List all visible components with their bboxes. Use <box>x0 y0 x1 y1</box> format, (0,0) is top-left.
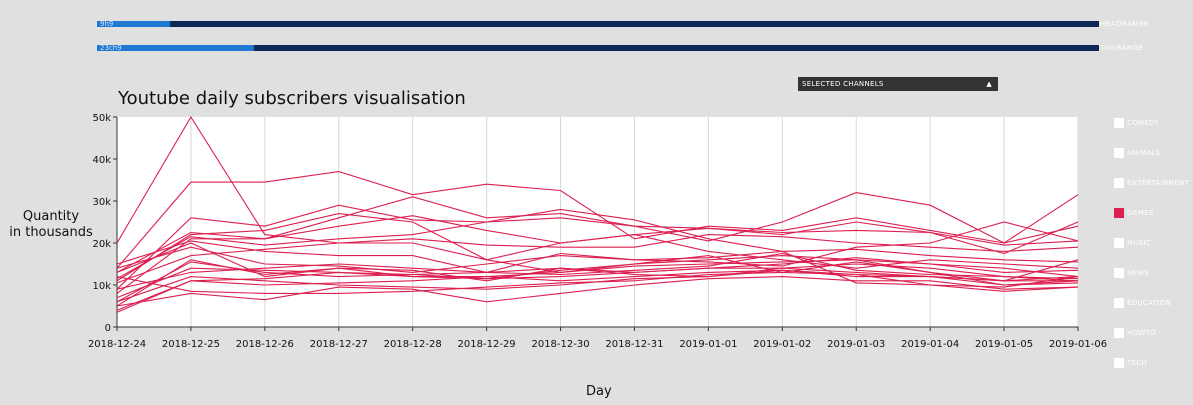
x-tick-label: 2019-01-06 <box>1049 339 1107 350</box>
y-tick-label: 40k <box>92 155 111 166</box>
legend-label: TECH <box>1127 359 1148 367</box>
selected-channels-dropdown[interactable]: SELECTED CHANNELS ▲ <box>798 77 998 91</box>
y-tick-label: 30k <box>92 197 111 208</box>
series-line-18 <box>116 221 1079 273</box>
x-tick-label: 2018-12-24 <box>88 339 146 350</box>
legend-label: ENTERTAINMENT <box>1127 179 1190 187</box>
legend-label: GAMES <box>1127 209 1154 217</box>
series-line-15 <box>116 234 1079 284</box>
selected-channels-label: SELECTED CHANNELS <box>802 80 884 88</box>
x-tick-label: 2018-12-29 <box>458 339 516 350</box>
x-tick-label: 2019-01-05 <box>975 339 1033 350</box>
legend-label: ANIMALS <box>1127 149 1161 157</box>
x-tick-label: 2019-01-02 <box>753 339 811 350</box>
y-tick-label: 20k <box>92 239 111 250</box>
series-line-9 <box>116 263 1079 311</box>
legend-checkbox[interactable] <box>1114 268 1124 278</box>
legend-item-music[interactable]: MUSIC <box>1114 237 1189 249</box>
tail-range-bar[interactable]: 23ch9 TAILRANGE <box>97 44 1143 52</box>
x-tick-label: 2019-01-04 <box>901 339 959 350</box>
legend-checkbox[interactable] <box>1114 238 1124 248</box>
series-line-4 <box>116 204 1079 292</box>
series-line-6 <box>116 242 1079 286</box>
legend-item-howto[interactable]: HOWTO <box>1114 327 1189 339</box>
legend-checkbox[interactable] <box>1114 298 1124 308</box>
x-tick-label: 2019-01-01 <box>679 339 737 350</box>
legend-label: EDUCATION <box>1127 299 1171 307</box>
series-line-17 <box>116 215 1079 273</box>
series-line-20 <box>116 252 1079 290</box>
series-line-5 <box>116 192 1079 294</box>
y-axis-label: Quantity in thousands <box>8 209 94 241</box>
series-line-14 <box>116 246 1079 273</box>
y-tick-label: 0 <box>105 323 111 334</box>
legend-checkbox[interactable] <box>1114 208 1124 218</box>
legend-item-games[interactable]: GAMES <box>1114 207 1189 219</box>
tail-range-label: TAILRANGE <box>1100 44 1144 52</box>
legend-checkbox[interactable] <box>1114 118 1124 128</box>
head-range-fill <box>97 21 171 27</box>
y-tick-label: 10k <box>92 281 111 292</box>
x-axis-label: Day <box>586 384 612 399</box>
caret-up-icon: ▲ <box>986 80 992 88</box>
series-line-13 <box>116 259 1079 313</box>
head-range-bar[interactable]: 9h9 HEADRANGE <box>97 20 1148 28</box>
legend-item-comedy[interactable]: COMEDY <box>1114 117 1189 129</box>
legend-label: NEWS <box>1127 269 1150 277</box>
legend-item-entertainment[interactable]: ENTERTAINMENT <box>1114 177 1189 189</box>
legend-item-tech[interactable]: TECH <box>1114 357 1189 369</box>
head-range-value: 9h9 <box>100 20 114 28</box>
legend-checkbox[interactable] <box>1114 148 1124 158</box>
x-tick-label: 2018-12-27 <box>310 339 368 350</box>
x-tick-label: 2019-01-03 <box>827 339 885 350</box>
x-tick-label: 2018-12-30 <box>531 339 589 350</box>
series-line-12 <box>116 271 1079 294</box>
legend-label: COMEDY <box>1127 119 1159 127</box>
x-tick-label: 2018-12-28 <box>384 339 442 350</box>
series-line-16 <box>116 217 1079 280</box>
y-axis-label-line-2: in thousands <box>9 225 93 240</box>
chart-title: Youtube daily subscribers visualisation <box>118 88 466 109</box>
y-tick-label: 50k <box>92 113 111 124</box>
x-tick-label: 2018-12-26 <box>236 339 294 350</box>
legend-label: MUSIC <box>1127 239 1152 247</box>
tail-range-value: 23ch9 <box>100 44 122 52</box>
tail-range-fill <box>97 45 255 51</box>
legend-checkbox[interactable] <box>1114 178 1124 188</box>
legend-label: HOWTO <box>1127 329 1156 337</box>
head-range-label: HEADRANGE <box>1100 20 1149 28</box>
legend-item-news[interactable]: NEWS <box>1114 267 1189 279</box>
series-line-19 <box>116 261 1079 303</box>
legend-checkbox[interactable] <box>1114 328 1124 338</box>
y-axis-label-line-1: Quantity <box>22 209 80 224</box>
series-line-11 <box>116 276 1079 307</box>
legend-item-education[interactable]: EDUCATION <box>1114 297 1189 309</box>
x-tick-label: 2018-12-25 <box>162 339 220 350</box>
x-tick-label: 2018-12-31 <box>605 339 663 350</box>
legend-item-animals[interactable]: ANIMALS <box>1114 147 1189 159</box>
legend-checkbox[interactable] <box>1114 358 1124 368</box>
